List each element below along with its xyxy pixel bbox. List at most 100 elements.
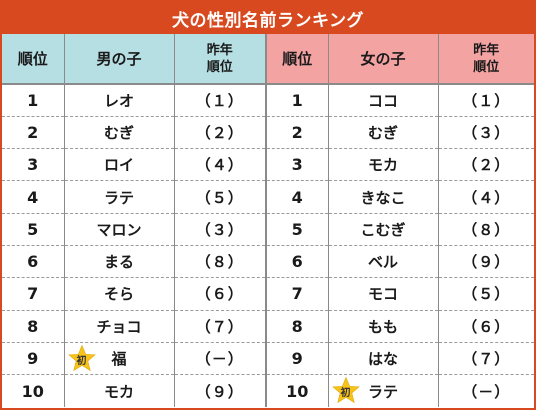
prev-header-line1: 昨年 — [206, 42, 233, 58]
female-prev-rank-cell: （５） — [438, 277, 534, 311]
male-prev-rank-cell: （５） — [174, 180, 267, 214]
female-prev-rank-cell-text: （３） — [462, 123, 511, 142]
female-rank-cell-text: 8 — [291, 316, 303, 336]
female-prev-rank-cell-text: （８） — [462, 220, 511, 239]
female-prev-rank-cell-text: （９） — [462, 253, 511, 272]
male-rank-cell-text: 4 — [27, 187, 39, 207]
male-prev-rank-cell-text: （５） — [195, 188, 244, 207]
male-rank-cell-text: 1 — [27, 90, 39, 110]
female-rank-cell-text: 7 — [291, 284, 303, 304]
new-entry-badge: 初 — [67, 344, 96, 371]
male-prev-rank-cell: （４） — [174, 148, 267, 182]
female-rank-cell: 7 — [266, 277, 329, 311]
new-entry-badge-label: 初 — [76, 355, 87, 367]
male-prev-rank-cell-text: （－） — [195, 350, 244, 369]
male-rank-cell-text: 6 — [27, 252, 39, 272]
new-entry-badge: 初 — [331, 377, 360, 404]
male-rank-cell: 3 — [2, 148, 65, 182]
male-name-cell: モカ — [64, 374, 175, 407]
male-rank-cell: 1 — [2, 84, 65, 117]
table-row: 10 モカ （９） 10 初 ラテ （－） — [2, 374, 534, 407]
table-row: 6 まる （８） 6 ベル （９） — [2, 245, 534, 279]
new-entry-badge-label: 初 — [340, 388, 351, 400]
female-name-cell-text: モコ — [367, 285, 398, 304]
female-rank-cell: 3 — [266, 148, 329, 182]
female-name-cell-text: ベル — [367, 253, 398, 272]
male-rank-cell-text: 2 — [27, 122, 39, 142]
male-prev-rank-header: 昨年 順位 — [174, 34, 267, 85]
male-name-cell: まる — [64, 245, 175, 279]
female-rank-cell-text: 1 — [291, 90, 303, 110]
female-name-cell-text: モカ — [367, 156, 398, 175]
female-prev-rank-cell-text: （１） — [462, 91, 511, 110]
page-title: 犬の性別名前ランキング — [2, 2, 534, 34]
female-rank-header: 順位 — [266, 34, 329, 85]
ranking-table: 順位 男の子 昨年 順位 順位 女の子 昨年 順位 1 レオ （１） 1 ココ （１） 2 む… — [2, 34, 534, 407]
female-name-cell: はな — [328, 342, 439, 376]
female-name-cell: モカ — [328, 148, 439, 182]
female-rank-cell-text: 4 — [291, 187, 303, 207]
table-row: 4 ラテ （５） 4 きなこ （４） — [2, 180, 534, 214]
male-prev-rank-cell: （８） — [174, 245, 267, 279]
male-rank-cell: 8 — [2, 310, 65, 343]
female-name-cell-text: むぎ — [367, 123, 398, 142]
female-prev-rank-cell: （９） — [438, 245, 534, 279]
female-rank-cell-text: 2 — [291, 122, 303, 142]
star-icon — [67, 344, 96, 371]
male-name-cell: レオ — [64, 84, 175, 117]
table-row: 3 ロイ （４） 3 モカ （２） — [2, 148, 534, 182]
male-rank-cell-text: 5 — [27, 219, 39, 239]
female-name-cell-text: ラテ — [367, 382, 398, 401]
male-name-cell-text: そら — [103, 285, 134, 304]
male-rank-cell: 10 — [2, 374, 65, 407]
female-prev-rank-cell-text: （７） — [462, 350, 511, 369]
female-prev-rank-cell-text: （６） — [462, 317, 511, 336]
female-prev-rank-cell: （８） — [438, 213, 534, 246]
male-name-cell-text: むぎ — [103, 123, 134, 142]
female-name-cell-text: もも — [367, 317, 398, 336]
male-name-cell: チョコ — [64, 310, 175, 343]
female-rank-cell-text: 6 — [291, 252, 303, 272]
male-prev-rank-cell-text: （７） — [195, 317, 244, 336]
male-name-cell-text: 福 — [111, 350, 127, 369]
table-row: 1 レオ （１） 1 ココ （１） — [2, 84, 534, 117]
male-rank-cell: 9 — [2, 342, 65, 376]
female-prev-rank-cell: （７） — [438, 342, 534, 376]
male-prev-rank-cell: （２） — [174, 116, 267, 150]
female-rank-cell: 8 — [266, 310, 329, 343]
female-name-cell: ココ — [328, 84, 439, 117]
male-name-cell-text: ラテ — [103, 188, 134, 207]
male-name-cell: ラテ — [64, 180, 175, 214]
male-name-cell: マロン — [64, 213, 175, 246]
female-rank-cell: 5 — [266, 213, 329, 246]
female-rank-cell-text: 10 — [286, 381, 309, 401]
female-rank-cell-text: 3 — [291, 155, 303, 175]
female-prev-rank-cell: （３） — [438, 116, 534, 150]
female-name-cell: むぎ — [328, 116, 439, 150]
male-name-cell-text: ロイ — [103, 156, 134, 175]
male-rank-cell-text: 8 — [27, 316, 39, 336]
male-rank-cell-text: 9 — [27, 349, 39, 369]
male-rank-cell: 7 — [2, 277, 65, 311]
female-name-cell: ベル — [328, 245, 439, 279]
male-name-cell-text: モカ — [103, 382, 134, 401]
male-prev-rank-cell: （７） — [174, 310, 267, 343]
male-name-cell-text: まる — [103, 253, 134, 272]
female-name-cell: もも — [328, 310, 439, 343]
female-rank-cell: 10 — [266, 374, 329, 407]
male-rank-cell-text: 7 — [27, 284, 39, 304]
table-row: 5 マロン （３） 5 こむぎ （８） — [2, 213, 534, 246]
male-prev-rank-cell: （－） — [174, 342, 267, 376]
female-rank-cell: 4 — [266, 180, 329, 214]
male-prev-rank-cell-text: （２） — [195, 123, 244, 142]
female-prev-rank-cell: （６） — [438, 310, 534, 343]
male-prev-rank-cell: （９） — [174, 374, 267, 407]
male-prev-rank-cell: （１） — [174, 84, 267, 117]
female-rank-cell: 9 — [266, 342, 329, 376]
male-prev-rank-cell: （３） — [174, 213, 267, 246]
table-row: 2 むぎ （２） 2 むぎ （３） — [2, 116, 534, 150]
female-rank-cell: 2 — [266, 116, 329, 150]
table-row: 8 チョコ （７） 8 もも （６） — [2, 310, 534, 343]
male-prev-rank-cell: （６） — [174, 277, 267, 311]
